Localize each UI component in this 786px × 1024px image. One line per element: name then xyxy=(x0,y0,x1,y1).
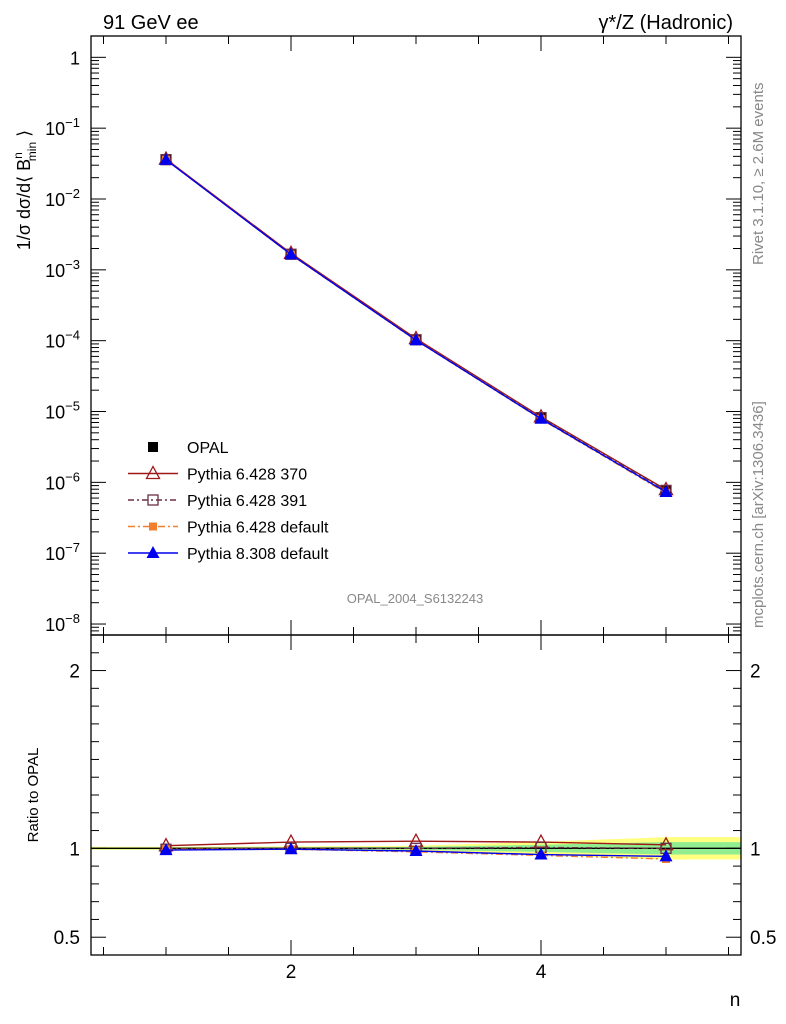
ratio-y-tick-label: 1 xyxy=(69,839,80,860)
main-data-point xyxy=(284,247,298,260)
main-y-tick-label: 1 xyxy=(70,48,80,68)
ratio-y-axis-label: Ratio to OPAL xyxy=(25,748,42,843)
ratio-data-point xyxy=(284,842,298,855)
legend-marker xyxy=(145,465,161,480)
header-right: γ*/Z (Hadronic) xyxy=(599,12,733,34)
legend-marker xyxy=(146,546,160,558)
ratio-y-tick-label-right: 1 xyxy=(750,839,761,860)
main-y-tick-label: 10−6 xyxy=(45,469,80,493)
ratio-series-line xyxy=(165,840,667,847)
ratio-y-tick-label: 0.5 xyxy=(54,928,80,949)
legend-label: Pythia 6.428 default xyxy=(187,520,329,537)
ratio-data-point xyxy=(409,844,423,856)
main-series-line xyxy=(165,159,667,491)
x-axis-label: n xyxy=(730,990,741,1011)
mcplots-label: mcplots.cern.ch [arXiv:1306.3436] xyxy=(750,401,767,628)
ratio-y-tick-label-right: 2 xyxy=(750,662,761,683)
ratio-series-line xyxy=(165,846,667,850)
legend-label: Pythia 6.428 370 xyxy=(187,467,307,484)
x-tick-label: 2 xyxy=(286,962,297,983)
legend: OPAL Pythia 6.428 370 Pythia 6.428 391 Pyth… xyxy=(128,440,329,563)
legend-marker xyxy=(149,522,157,531)
ratio-data-point xyxy=(159,843,173,856)
main-y-tick-label: 10−4 xyxy=(45,328,80,352)
main-y-tick-label: 10−8 xyxy=(45,611,80,635)
main-data-point xyxy=(409,333,423,346)
ratio-data-point xyxy=(533,833,549,848)
legend-marker xyxy=(147,494,159,506)
legend-marker xyxy=(148,442,158,452)
ratio-plot-frame xyxy=(90,634,742,956)
ratio-panel: 0.5 0.5 1 1 2 2 2 4 xyxy=(54,634,776,983)
legend-label: Pythia 6.428 391 xyxy=(187,493,307,510)
main-series-line xyxy=(165,158,667,491)
x-tick-label: 4 xyxy=(536,962,547,983)
header-left: 91 GeV ee xyxy=(103,12,199,34)
main-y-axis-label: 1/σ dσ/d⟨ Bnmin ⟩ xyxy=(11,130,39,250)
legend-label: Pythia 8.308 default xyxy=(187,546,329,563)
rivet-label: Rivet 3.1.10, ≥ 2.6M events xyxy=(750,83,767,266)
ratio-data-point xyxy=(659,849,673,862)
main-series-line xyxy=(165,159,667,494)
ratio-y-tick-label-right: 0.5 xyxy=(750,928,776,949)
main-y-tick-label: 10−1 xyxy=(45,115,80,139)
main-y-tick-label: 10−5 xyxy=(45,399,80,423)
main-y-tick-label: 10−3 xyxy=(45,257,80,281)
main-data-point xyxy=(534,411,548,424)
ratio-y-tick-label: 2 xyxy=(69,662,80,683)
main-data-point xyxy=(159,152,173,165)
main-y-tick-label: 10−2 xyxy=(45,186,80,210)
ratio-data-point xyxy=(534,847,548,860)
main-y-tick-label: 10−7 xyxy=(45,540,80,564)
main-series-line xyxy=(165,159,667,493)
analysis-watermark: OPAL_2004_S6132243 xyxy=(347,591,483,606)
main-data-point xyxy=(659,485,673,498)
main-panel: 1 10−1 10−2 10−3 10−4 10−5 10−6 10−7 10−8 OPAL Pyt… xyxy=(45,35,742,636)
legend-label: OPAL xyxy=(187,440,229,457)
